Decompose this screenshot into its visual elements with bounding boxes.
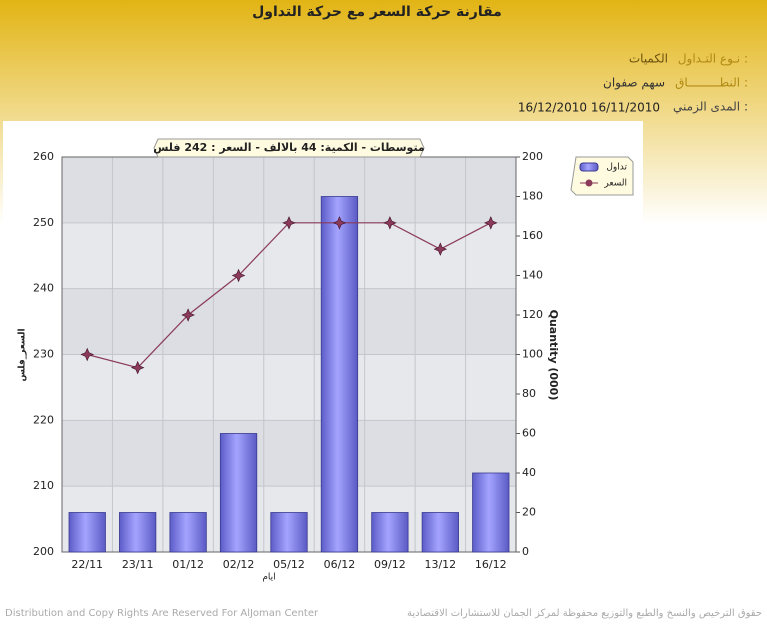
y-tick-label: 210 xyxy=(33,479,54,492)
field-value: 16/12/2010 16/11/2010 xyxy=(518,101,660,115)
footer-right: حقوق الترخيص والنسخ والطبع والتوزيع محفو… xyxy=(407,608,762,619)
y2-tick-label: 20 xyxy=(522,506,536,519)
marker xyxy=(282,216,296,230)
grid-band xyxy=(62,420,516,487)
y-tick-label: 260 xyxy=(33,150,54,163)
marker xyxy=(231,268,246,283)
marker xyxy=(433,242,448,256)
y2-tick-label: 40 xyxy=(522,466,536,479)
bar xyxy=(68,512,106,553)
bar xyxy=(421,512,459,553)
x-tick-label: 09/12 xyxy=(374,558,406,571)
y2-tick-label: 160 xyxy=(522,229,543,242)
bar xyxy=(119,512,157,553)
y2-tick-label: 60 xyxy=(522,427,536,440)
x-tick-label: 22/11 xyxy=(71,558,103,571)
bar xyxy=(472,472,510,553)
legend-swatch xyxy=(579,162,599,172)
legend-marker xyxy=(585,179,593,187)
x-tick-label: 16/12 xyxy=(475,558,507,571)
marker xyxy=(181,308,195,322)
y-tick-label: 250 xyxy=(33,216,54,229)
marker xyxy=(130,360,145,375)
y2-tick-label: 140 xyxy=(522,269,543,282)
x-tick-label: 06/12 xyxy=(324,558,356,571)
y2-tick-label: 120 xyxy=(522,308,543,321)
y-tick-label: 200 xyxy=(33,545,54,558)
bar xyxy=(270,512,308,553)
x-tick-label: 02/12 xyxy=(223,558,255,571)
y2-tick-label: 0 xyxy=(522,545,529,558)
field-value: سهم صفوان xyxy=(603,76,665,91)
footer-left: Distribution and Copy Rights Are Reserve… xyxy=(5,608,319,619)
x-tick-label: 05/12 xyxy=(273,558,305,571)
y-tick-label: 230 xyxy=(33,348,54,361)
x-axis-label: ايام xyxy=(262,573,275,583)
x-tick-label: 13/12 xyxy=(424,558,456,571)
marker xyxy=(484,216,498,230)
bar xyxy=(320,196,359,553)
y2-tick-label: 180 xyxy=(522,190,543,203)
annotation: متوسطات - الكمية: 44 بالالف - السعر : 24… xyxy=(153,141,425,154)
marker xyxy=(80,347,94,362)
annotation-box xyxy=(153,138,425,158)
y-tick-label: 240 xyxy=(33,282,54,295)
x-tick-label: 23/11 xyxy=(122,558,154,571)
field-label: النطـــــــــاق : xyxy=(675,76,748,90)
field-label: نـوع التـداول : xyxy=(678,52,748,67)
y2-axis-label: Quantity (000) xyxy=(547,310,560,401)
marker xyxy=(383,216,397,230)
y-axis-label: السعر_فلس xyxy=(18,328,28,381)
bar xyxy=(219,433,258,553)
bar xyxy=(169,512,207,553)
page-title: مقارنة حركة السعر مع حركة التداول xyxy=(252,4,502,20)
legend-label: السعر xyxy=(603,179,627,189)
legend-label: تداول xyxy=(606,163,627,173)
x-tick-label: 01/12 xyxy=(172,558,204,571)
chart: 200 210 220 230 240 250 260 0 20 40 60 80 100 120 140 1… xyxy=(18,138,634,583)
y2-tick-label: 200 xyxy=(522,150,543,163)
field-label: المدى الزمني : xyxy=(673,100,748,115)
y2-tick-label: 100 xyxy=(522,348,543,361)
grid-band xyxy=(62,157,516,223)
bar xyxy=(371,512,409,553)
y2-tick-label: 80 xyxy=(522,387,536,400)
field-value: الكميات xyxy=(629,52,668,66)
marker xyxy=(332,216,347,230)
grid-band xyxy=(62,288,516,355)
y-tick-label: 220 xyxy=(33,413,54,426)
